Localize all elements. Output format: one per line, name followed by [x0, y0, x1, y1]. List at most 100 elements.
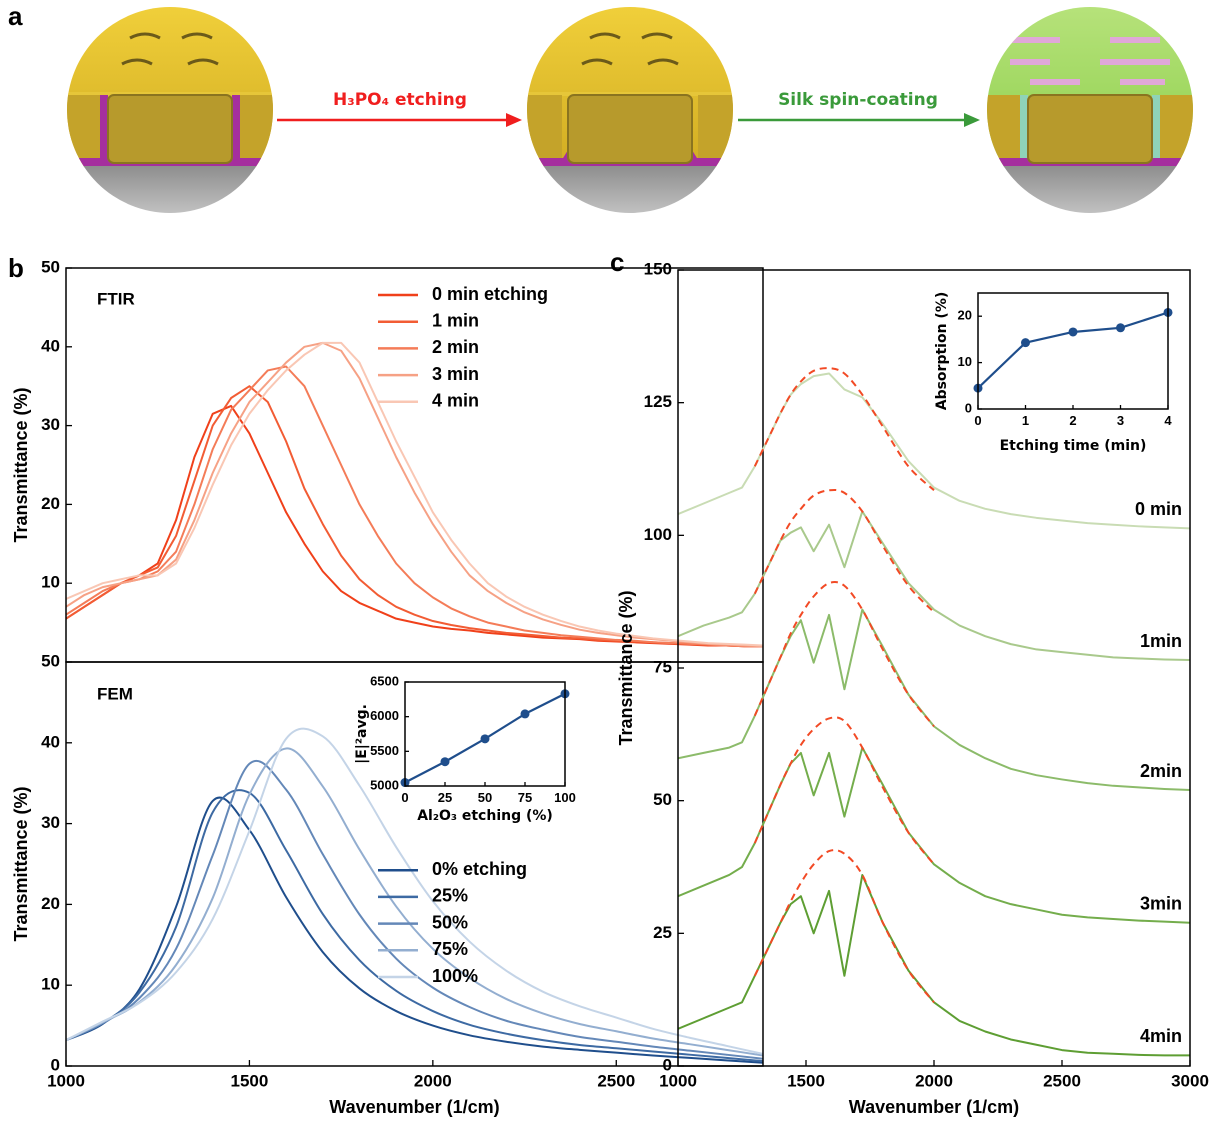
series-label: 4min	[1140, 1026, 1182, 1046]
legend-label: 3 min	[432, 364, 479, 384]
y-axis-label: |E|²avg.	[354, 704, 370, 764]
inset-chart: 0 10 20 0 1 2 3 4 Etching time (min) Absorption (…	[934, 292, 1173, 454]
x-tick-label: 1000	[47, 1072, 85, 1091]
x-tick-label: 50	[478, 790, 492, 805]
marker	[1116, 323, 1125, 332]
data-line	[678, 748, 1190, 923]
y-tick-label: 5000	[370, 777, 399, 792]
legend-label: 1 min	[432, 310, 479, 330]
y-tick-label: 30	[41, 415, 60, 434]
x-tick-label: 2000	[915, 1072, 953, 1091]
x-tick-label: 2000	[414, 1072, 452, 1091]
marker	[1069, 327, 1078, 336]
series-label: 1min	[1140, 631, 1182, 651]
chart: 10 20 30 40 50 0 min etching 1 min 2 min 3 min 4 …	[8, 253, 763, 662]
y-tick-label: 50	[41, 257, 60, 276]
inset-background	[978, 293, 1168, 409]
x-tick-label: 4	[1164, 413, 1172, 428]
y-tick-label: 10	[958, 354, 972, 369]
legend-label: 75%	[432, 939, 468, 959]
y-axis-label: Transmittance (%)	[11, 786, 31, 941]
x-tick-label: 0	[401, 790, 408, 805]
legend-label: 4 min	[432, 391, 479, 411]
x-tick-label: 3000	[1171, 1072, 1209, 1091]
y-tick-label: 20	[41, 494, 60, 513]
x-tick-label: 1	[1022, 413, 1029, 428]
x-tick-label: 25	[438, 790, 452, 805]
y-tick-label: 75	[653, 657, 672, 676]
x-tick-label: 3	[1117, 413, 1124, 428]
panel-label: b	[8, 253, 24, 283]
marker	[1021, 338, 1030, 347]
x-axis-label: Al₂O₃ etching (%)	[417, 808, 553, 824]
y-tick-label: 125	[644, 392, 672, 411]
panel-label: c	[610, 247, 624, 277]
y-tick-label: 5500	[370, 743, 399, 758]
figure: a H₃PO₄ etchingSilk spin-coating10203040…	[0, 0, 1220, 1122]
fit-line	[755, 490, 934, 612]
step-label: Silk spin-coating	[778, 90, 938, 110]
y-axis-label: Transmittance (%)	[616, 590, 636, 745]
x-tick-label: 100	[554, 790, 576, 805]
data-line	[66, 386, 763, 646]
x-tick-label: 1500	[787, 1072, 825, 1091]
page: {"panel_a": {"label": "a", "steps": [{"t…	[0, 0, 1220, 1122]
annotation: FEM	[97, 684, 133, 703]
data-line	[678, 511, 1190, 660]
y-tick-label: 40	[41, 336, 60, 355]
y-tick-label: 20	[41, 894, 60, 913]
x-tick-label: 2500	[1043, 1072, 1081, 1091]
legend-label: 50%	[432, 912, 468, 932]
legend-label: 25%	[432, 886, 468, 906]
y-tick-label: 0	[965, 400, 972, 415]
x-axis-label: Wavenumber (1/cm)	[849, 1097, 1019, 1117]
y-tick-label: 40	[41, 732, 60, 751]
y-tick-label: 50	[653, 790, 672, 809]
x-axis-label: Etching time (min)	[1000, 438, 1147, 454]
x-tick-label: 2	[1069, 413, 1076, 428]
x-tick-label: 75	[518, 790, 532, 805]
x-tick-label: 1000	[659, 1072, 697, 1091]
x-axis-label: Wavenumber (1/cm)	[329, 1097, 499, 1117]
series-label: 0 min	[1135, 499, 1182, 519]
marker	[441, 757, 450, 766]
y-tick-label: 50	[41, 651, 60, 670]
arrow-head	[964, 113, 980, 127]
data-line	[678, 610, 1190, 790]
y-tick-label: 20	[958, 308, 972, 323]
y-tick-label: 25	[653, 923, 672, 942]
y-tick-label: 30	[41, 813, 60, 832]
illustration-initial	[67, 7, 273, 216]
y-tick-label: 6000	[370, 708, 399, 723]
data-line	[678, 875, 1190, 1055]
panel-label: a	[8, 1, 23, 31]
y-tick-label: 6500	[370, 673, 399, 688]
fit-line	[755, 850, 934, 1002]
x-tick-label: 2500	[597, 1072, 635, 1091]
legend-label: 100%	[432, 966, 478, 986]
y-tick-label: 100	[644, 525, 672, 544]
marker	[521, 709, 530, 718]
illustration-etched	[527, 7, 733, 216]
illustration-coated	[987, 7, 1193, 216]
y-tick-label: 10	[41, 573, 60, 592]
y-axis-label: Absorption (%)	[934, 292, 950, 411]
series-label: 2min	[1140, 761, 1182, 781]
x-tick-label: 0	[974, 413, 981, 428]
step-label: H₃PO₄ etching	[333, 90, 467, 110]
fit-line	[755, 368, 934, 490]
plot-frame	[66, 268, 763, 662]
legend-label: 2 min	[432, 337, 479, 357]
y-axis-label: Transmittance (%)	[11, 387, 31, 542]
x-tick-label: 1500	[231, 1072, 269, 1091]
y-tick-label: 10	[41, 975, 60, 994]
data-line	[66, 343, 763, 646]
marker	[481, 734, 490, 743]
fit-line	[755, 717, 934, 864]
legend-label: 0% etching	[432, 859, 527, 879]
series-label: 3min	[1140, 893, 1182, 913]
annotation: FTIR	[97, 289, 135, 308]
arrow-head	[506, 113, 522, 127]
legend-label: 0 min etching	[432, 284, 548, 304]
